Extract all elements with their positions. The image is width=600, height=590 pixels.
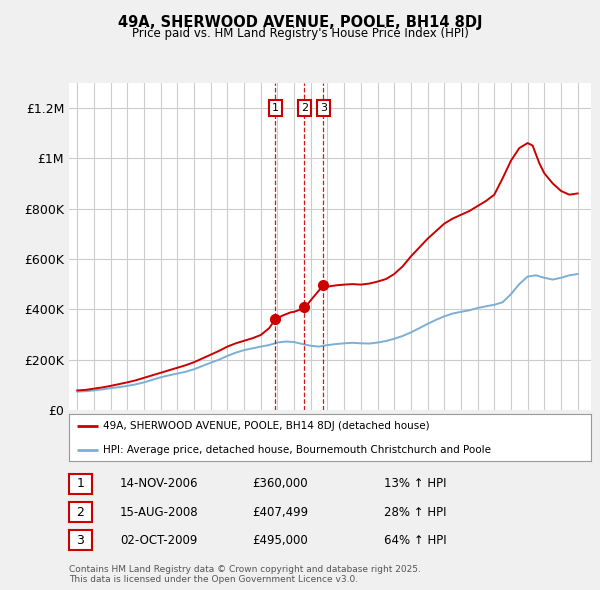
Text: £407,499: £407,499 <box>252 506 308 519</box>
Text: 13% ↑ HPI: 13% ↑ HPI <box>384 477 446 490</box>
Text: 64% ↑ HPI: 64% ↑ HPI <box>384 534 446 547</box>
Text: 3: 3 <box>320 103 327 113</box>
Text: Price paid vs. HM Land Registry's House Price Index (HPI): Price paid vs. HM Land Registry's House … <box>131 27 469 40</box>
Text: HPI: Average price, detached house, Bournemouth Christchurch and Poole: HPI: Average price, detached house, Bour… <box>103 445 491 454</box>
Text: 28% ↑ HPI: 28% ↑ HPI <box>384 506 446 519</box>
Text: 14-NOV-2006: 14-NOV-2006 <box>120 477 199 490</box>
Text: 02-OCT-2009: 02-OCT-2009 <box>120 534 197 547</box>
Text: £360,000: £360,000 <box>252 477 308 490</box>
Text: 49A, SHERWOOD AVENUE, POOLE, BH14 8DJ: 49A, SHERWOOD AVENUE, POOLE, BH14 8DJ <box>118 15 482 30</box>
Text: £495,000: £495,000 <box>252 534 308 547</box>
Text: 1: 1 <box>272 103 279 113</box>
Text: 15-AUG-2008: 15-AUG-2008 <box>120 506 199 519</box>
Text: 3: 3 <box>76 534 85 547</box>
Text: 49A, SHERWOOD AVENUE, POOLE, BH14 8DJ (detached house): 49A, SHERWOOD AVENUE, POOLE, BH14 8DJ (d… <box>103 421 430 431</box>
Text: Contains HM Land Registry data © Crown copyright and database right 2025.
This d: Contains HM Land Registry data © Crown c… <box>69 565 421 584</box>
Text: 2: 2 <box>76 506 85 519</box>
Text: 1: 1 <box>76 477 85 490</box>
Text: 2: 2 <box>301 103 308 113</box>
